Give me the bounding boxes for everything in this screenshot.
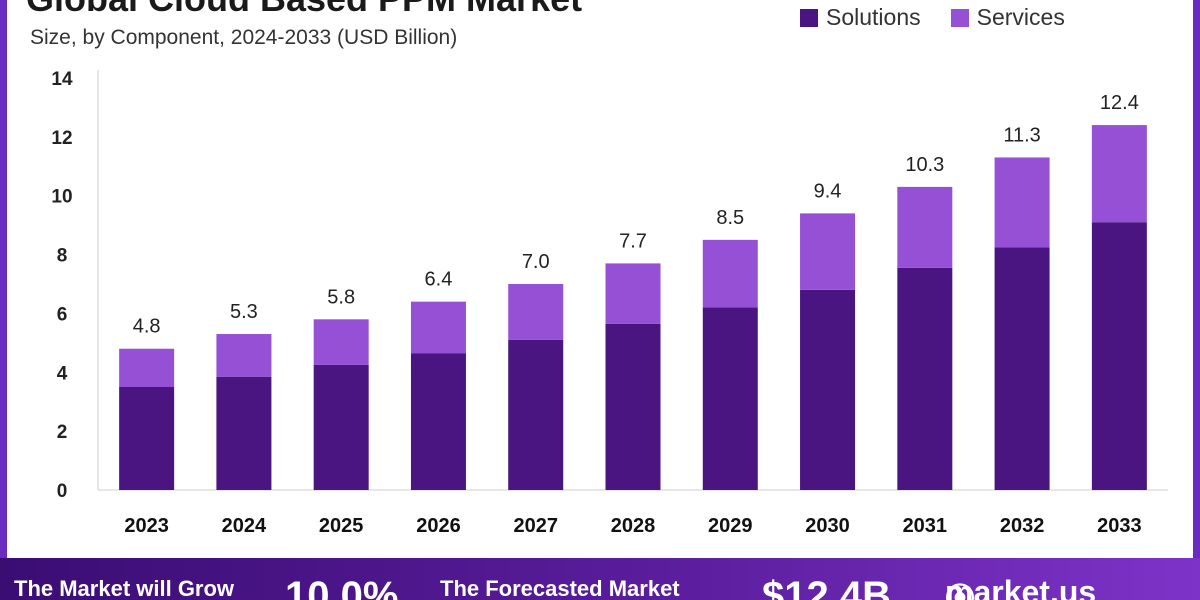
- chart-frame: [0, 0, 1200, 558]
- data-label-2027: 7.0: [522, 251, 550, 273]
- x-tick-label-2023: 2023: [124, 515, 169, 537]
- legend-item-services: Services: [950, 4, 1065, 31]
- legend-label-services: Services: [976, 4, 1065, 30]
- data-label-2031: 10.3: [905, 154, 944, 176]
- data-label-2024: 5.3: [230, 301, 258, 323]
- bar-solutions-2026: [410, 353, 466, 490]
- banner-growth-value: 10.0%: [285, 574, 399, 600]
- chart-subtitle: Size, by Component, 2024-2033 (USD Billi…: [30, 26, 458, 49]
- bar-services-2028: [605, 263, 661, 324]
- chart-legend: Solutions Services: [800, 4, 1065, 31]
- banner-forecast-value: $12.4B: [762, 574, 891, 600]
- bar-services-2026: [410, 301, 466, 354]
- bar-solutions-2032: [994, 247, 1050, 490]
- bar-solutions-2031: [897, 267, 953, 490]
- x-tick-label-2031: 2031: [903, 515, 948, 537]
- x-tick-label-2029: 2029: [708, 515, 753, 537]
- y-tick-label: 10: [51, 187, 72, 208]
- legend-label-solutions: Solutions: [826, 4, 921, 30]
- data-label-2028: 7.7: [619, 230, 647, 252]
- banner-forecast-text: The Forecasted Market: [440, 576, 680, 600]
- y-tick-label: 2: [57, 422, 68, 443]
- bar-services-2033: [1091, 125, 1147, 223]
- y-tick-label: 12: [51, 128, 72, 149]
- data-label-2033: 12.4: [1100, 92, 1139, 114]
- bar-solutions-2025: [313, 364, 369, 490]
- footer-banner: The Market will Grow 10.0% The Forecaste…: [0, 558, 1200, 600]
- bar-solutions-2028: [605, 323, 661, 490]
- legend-item-solutions: Solutions: [800, 4, 921, 31]
- y-tick-label: 6: [57, 304, 68, 325]
- data-label-2026: 6.4: [425, 269, 453, 291]
- bar-services-2030: [800, 213, 856, 290]
- bar-solutions-2033: [1091, 222, 1147, 490]
- data-label-2023: 4.8: [133, 316, 161, 338]
- bar-solutions-2023: [119, 387, 175, 490]
- x-tick-label-2027: 2027: [513, 515, 558, 537]
- bar-services-2027: [508, 284, 564, 340]
- legend-swatch-services: [950, 8, 969, 27]
- bar-services-2032: [994, 157, 1050, 248]
- bar-services-2024: [216, 334, 272, 377]
- market-us-logo-icon: ⦿: [945, 583, 975, 600]
- bar-services-2031: [897, 186, 953, 268]
- bar-solutions-2029: [702, 307, 758, 490]
- banner-growth-text: The Market will Grow: [14, 576, 235, 600]
- x-tick-label-2033: 2033: [1097, 515, 1142, 537]
- x-tick-label-2032: 2032: [1000, 515, 1045, 537]
- bar-solutions-2027: [508, 339, 564, 490]
- bar-services-2023: [119, 348, 175, 387]
- x-tick-label-2026: 2026: [416, 515, 461, 537]
- x-tick-label-2028: 2028: [611, 515, 656, 537]
- data-label-2032: 11.3: [1003, 124, 1040, 146]
- data-label-2030: 9.4: [814, 180, 842, 202]
- x-tick-label-2025: 2025: [319, 515, 364, 537]
- x-tick-label-2030: 2030: [805, 515, 850, 537]
- data-label-2025: 5.8: [327, 286, 355, 308]
- bar-solutions-2024: [216, 376, 272, 490]
- bar-chart: 0 2 4 6 8 10 12 14 4.8 2023 5.3 2024 5.8 2025 6.4 2026 7…: [51, 69, 1168, 537]
- x-tick-label-2024: 2024: [222, 515, 267, 537]
- y-tick-label: 14: [51, 69, 73, 90]
- y-tick-label: 8: [57, 246, 68, 267]
- data-label-2029: 8.5: [716, 207, 744, 229]
- bar-services-2029: [702, 239, 758, 308]
- bar-solutions-2030: [800, 289, 856, 490]
- y-tick-label: 4: [57, 363, 68, 384]
- brand-name: market.us: [945, 574, 1097, 600]
- legend-swatch-solutions: [800, 8, 818, 27]
- page-title: Global Cloud Based PPM Market: [26, 0, 582, 20]
- y-tick-label: 0: [57, 481, 68, 502]
- bar-services-2025: [313, 319, 369, 365]
